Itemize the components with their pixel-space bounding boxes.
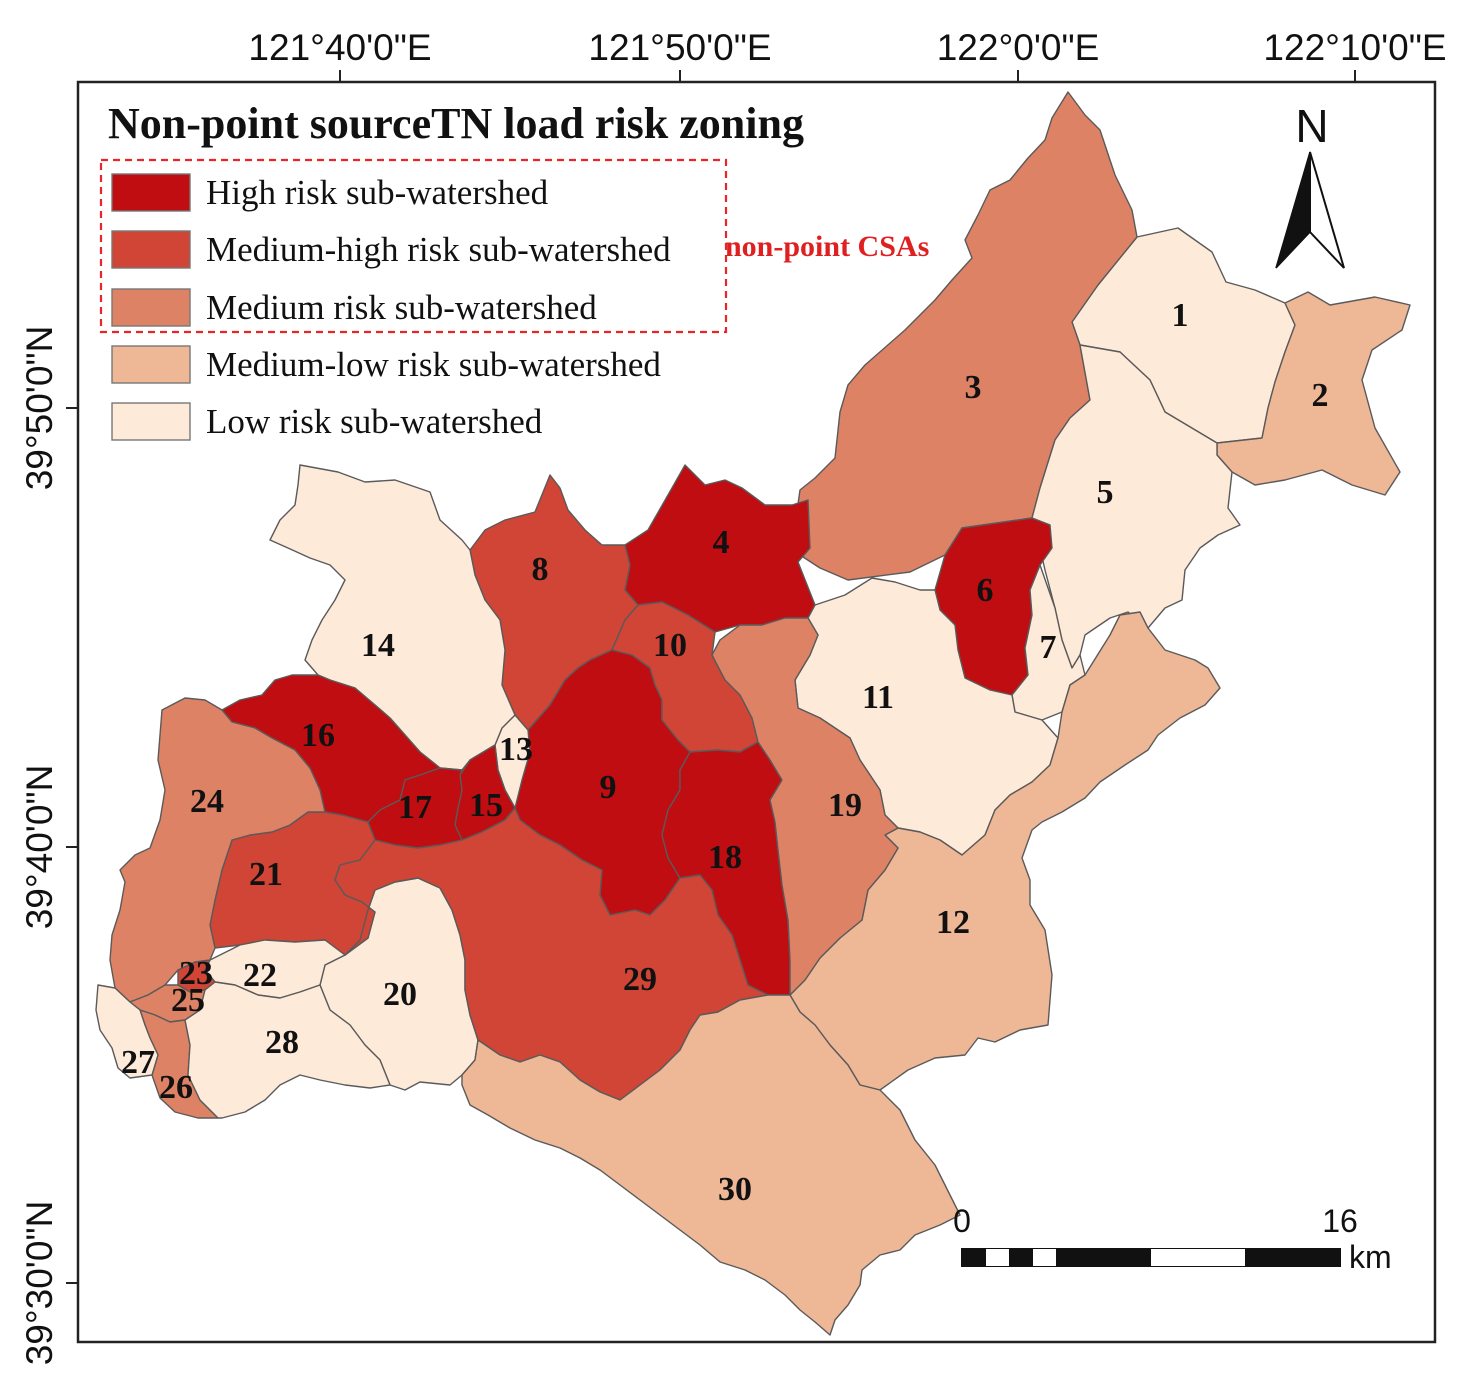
subwatershed-label: 21 <box>249 856 283 893</box>
scale-bar-segment <box>962 1249 986 1266</box>
subwatershed-label: 27 <box>121 1044 155 1081</box>
legend-label: Medium-high risk sub-watershed <box>206 230 671 269</box>
subwatershed-label: 12 <box>936 904 970 941</box>
subwatershed-label: 2 <box>1312 377 1329 414</box>
subwatershed-label: 19 <box>828 787 862 824</box>
legend-swatch <box>111 402 191 441</box>
subwatershed-label: 3 <box>965 369 982 406</box>
subwatershed-label: 1 <box>1172 297 1189 334</box>
north-arrow-light-half <box>1309 151 1345 269</box>
north-label: N <box>1295 100 1328 152</box>
lon-label: 122°10'0"E <box>1263 27 1446 68</box>
subwatershed-label: 20 <box>383 976 417 1013</box>
legend-swatch <box>111 345 191 384</box>
legend-swatch <box>111 230 191 269</box>
subwatershed-label: 8 <box>532 551 549 588</box>
subwatershed-27[interactable] <box>95 984 159 1079</box>
scale-bar-segment <box>1056 1249 1151 1266</box>
subwatershed-polygons <box>95 91 1411 1336</box>
map-title: Non-point sourceTN load risk zoning <box>108 99 804 148</box>
subwatershed-label: 17 <box>398 789 432 826</box>
subwatershed-label: 14 <box>361 627 395 664</box>
subwatershed-label: 23 <box>179 955 213 992</box>
subwatershed-7[interactable] <box>1011 564 1086 721</box>
north-arrow-icon: N <box>1275 100 1345 269</box>
subwatershed-label: 6 <box>977 572 994 609</box>
subwatershed-label: 9 <box>600 769 617 806</box>
subwatershed-30[interactable] <box>461 994 961 1336</box>
subwatershed-label: 18 <box>708 839 742 876</box>
subwatershed-label: 15 <box>469 787 503 824</box>
legend-label: Medium-low risk sub-watershed <box>206 345 661 384</box>
subwatershed-label: 7 <box>1040 629 1057 666</box>
scale-end-label: 16 <box>1322 1203 1358 1239</box>
scale-start-label: 0 <box>953 1203 971 1239</box>
subwatershed-label: 22 <box>243 957 277 994</box>
subwatershed-label: 30 <box>718 1171 752 1208</box>
csa-label: non-point CSAs <box>725 230 929 263</box>
scale-bar-segment <box>1245 1249 1340 1266</box>
lat-label: 39°40'0"N <box>19 765 60 930</box>
scale-bar-segment <box>1033 1249 1056 1266</box>
subwatershed-label: 28 <box>265 1024 299 1061</box>
scale-bar-segment <box>1009 1249 1033 1266</box>
subwatershed-12[interactable] <box>789 611 1221 1091</box>
lat-label: 39°30'0"N <box>19 1201 60 1366</box>
subwatershed-2[interactable] <box>1216 291 1411 496</box>
subwatershed-label: 16 <box>301 717 335 754</box>
scale-unit-label: km <box>1349 1239 1392 1275</box>
subwatershed-label: 11 <box>862 679 894 716</box>
lon-label: 121°40'0"E <box>248 27 431 68</box>
subwatershed-label: 4 <box>713 524 730 561</box>
subwatershed-label: 5 <box>1097 474 1114 511</box>
scale-bar-segment <box>1151 1249 1245 1266</box>
scale-bar-segment <box>986 1249 1009 1266</box>
subwatershed-24[interactable] <box>109 697 326 1003</box>
subwatershed-label: 10 <box>653 627 687 664</box>
legend-swatch <box>111 173 191 212</box>
subwatershed-labels: 1234567891011121314151617181920212223242… <box>121 297 1329 1208</box>
subwatershed-label: 13 <box>499 731 533 768</box>
csa-highlight-box <box>99 158 728 334</box>
subwatershed-28[interactable] <box>184 981 391 1119</box>
legend-label: High risk sub-watershed <box>206 173 549 212</box>
subwatershed-label: 24 <box>190 783 224 820</box>
lon-label: 122°0'0"E <box>937 27 1100 68</box>
subwatershed-label: 29 <box>623 961 657 998</box>
lat-label: 39°50'0"N <box>19 326 60 491</box>
legend-label: Medium risk sub-watershed <box>206 288 597 327</box>
legend: High risk sub-watershed Medium-high risk … <box>99 158 929 441</box>
subwatershed-label: 26 <box>159 1069 193 1106</box>
lon-label: 121°50'0"E <box>588 27 771 68</box>
subwatershed-label: 25 <box>171 982 205 1019</box>
legend-label: Low risk sub-watershed <box>206 402 543 441</box>
subwatershed-19[interactable] <box>711 617 899 996</box>
legend-swatch <box>111 288 191 327</box>
